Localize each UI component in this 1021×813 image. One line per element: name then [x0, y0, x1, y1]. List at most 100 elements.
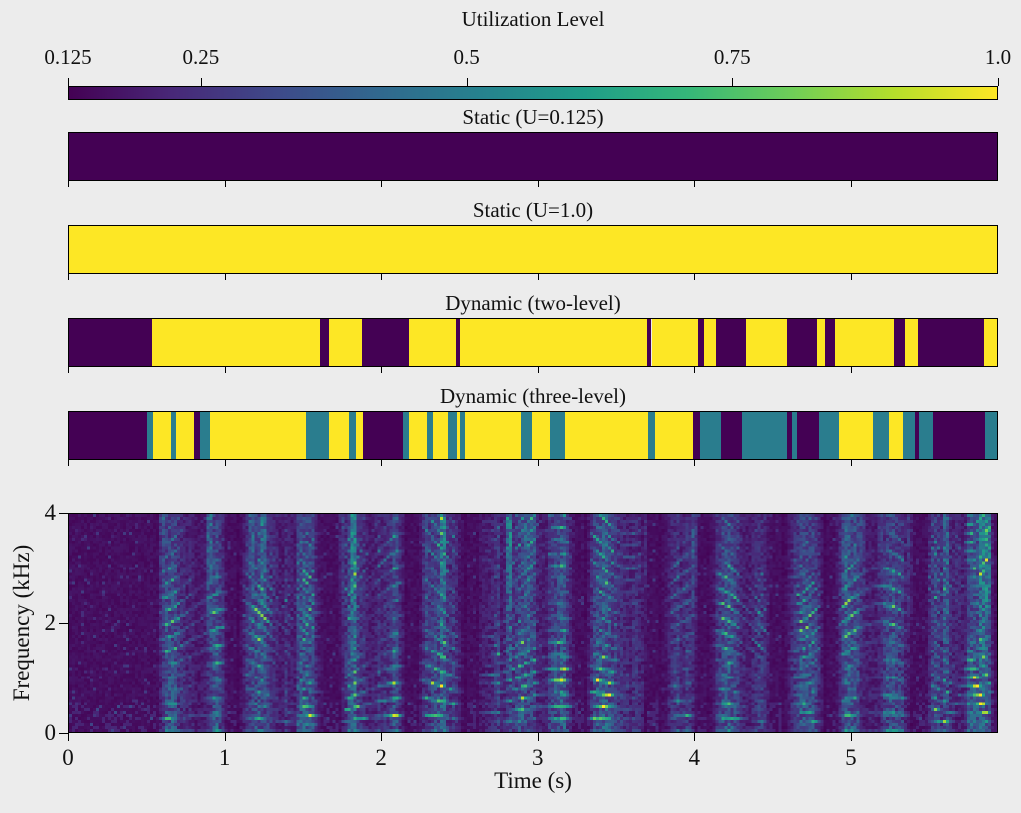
utilization-bar [68, 318, 998, 367]
bar-segment-mid [903, 412, 915, 459]
bar-segment-low [362, 412, 403, 459]
time-tick-mark [850, 460, 852, 466]
time-tick-mark [224, 181, 226, 187]
x-tick-mark [68, 733, 69, 741]
time-tick-mark [381, 181, 383, 187]
time-tick-mark [68, 367, 69, 373]
colorbar-tick-mark [200, 78, 202, 86]
utilization-bar [68, 225, 998, 274]
bar-segment-low [787, 412, 793, 459]
bar-segment-high [152, 319, 320, 366]
time-tick-mark [694, 181, 696, 187]
x-tick-mark [537, 733, 539, 741]
colorbar-tick-label: 0.5 [453, 45, 480, 69]
bar-segment-high [356, 412, 363, 459]
bar-segment-high [839, 412, 874, 459]
x-tick-label: 3 [531, 745, 544, 770]
bar-segment-high [329, 319, 362, 366]
bar-segment-mid [448, 412, 457, 459]
bar-segment-high [459, 319, 647, 366]
bar-segment-mid [170, 412, 177, 459]
x-tick-label: 2 [375, 745, 387, 770]
time-tick-mark [694, 274, 696, 280]
bar-segment-high [655, 412, 693, 459]
time-tick-mark [224, 460, 226, 466]
x-tick-label: 0 [62, 745, 74, 770]
bar-segment-low [69, 133, 997, 180]
colorbar-gradient [68, 86, 998, 100]
panel-title: Dynamic (two-level) [445, 291, 621, 315]
y-tick-label: 2 [44, 610, 57, 635]
bar-segment-high [153, 412, 171, 459]
colorbar-tick-label: 1.0 [984, 45, 1012, 69]
colorbar-tick-label: 0.125 [44, 45, 92, 69]
bar-segment-high [746, 319, 788, 366]
x-tick-mark [224, 733, 226, 741]
y-tick-label: 4 [44, 500, 57, 525]
time-tick-mark [68, 274, 69, 280]
bar-segment-mid [459, 412, 465, 459]
bar-segment-high [817, 319, 825, 366]
colorbar-tick-label: 0.75 [713, 45, 751, 69]
bar-segment-mid [741, 412, 788, 459]
time-tick-mark [68, 460, 69, 466]
bar-segment-high [409, 319, 456, 366]
x-tick-label: 5 [845, 745, 857, 770]
colorbar-title: Utilization Level [461, 7, 605, 31]
time-tick-mark [224, 274, 226, 280]
bar-segment-high [464, 412, 522, 459]
x-tick-label: 1 [218, 745, 231, 770]
bar-segment-high [888, 412, 904, 459]
bar-segment-mid [306, 412, 330, 459]
bar-segment-low [716, 319, 747, 366]
bar-segment-high [329, 412, 350, 459]
bar-segment-mid [550, 412, 565, 459]
bar-segment-mid [984, 412, 997, 459]
bar-segment-low [932, 412, 985, 459]
x-axis-label: Time (s) [494, 768, 572, 793]
bar-segment-mid [918, 412, 933, 459]
bar-segment-mid [199, 412, 210, 459]
colorbar-tick-label: 0.25 [182, 45, 220, 69]
time-tick-mark [537, 367, 539, 373]
y-tick-mark [59, 623, 68, 624]
utilization-bar [68, 411, 998, 460]
time-tick-mark [224, 367, 226, 373]
time-tick-mark [381, 274, 383, 280]
time-tick-mark [694, 367, 696, 373]
bar-segment-high [176, 412, 194, 459]
colorbar-tick-mark [466, 78, 468, 86]
bar-segment-high [834, 319, 895, 366]
bar-segment-high [984, 319, 997, 366]
bar-segment-high [209, 412, 307, 459]
bar-segment-low [914, 412, 919, 459]
bar-segment-low [646, 319, 652, 366]
bar-segment-mid [819, 412, 840, 459]
bar-segment-low [319, 319, 330, 366]
time-tick-mark [850, 181, 852, 187]
bar-segment-high [409, 412, 427, 459]
bar-segment-high [564, 412, 648, 459]
colorbar-tick-mark [998, 78, 999, 86]
time-tick-mark [850, 274, 852, 280]
time-tick-mark [694, 460, 696, 466]
bar-segment-low [69, 412, 148, 459]
y-tick-mark [59, 513, 68, 514]
panel-title: Static (U=1.0) [472, 198, 594, 222]
utilization-bar [68, 132, 998, 181]
time-tick-mark [537, 460, 539, 466]
bar-segment-low [721, 412, 742, 459]
panel-title: Static (U=0.125) [462, 105, 604, 129]
bar-segment-mid [700, 412, 721, 459]
y-axis-label: Frequency (kHz) [9, 544, 34, 702]
spectrogram-axes [68, 513, 998, 733]
bar-segment-low [193, 412, 200, 459]
x-tick-mark [694, 733, 696, 741]
bar-segment-low [824, 319, 835, 366]
time-tick-mark [381, 367, 383, 373]
time-tick-mark [537, 181, 539, 187]
time-tick-mark [381, 460, 383, 466]
y-tick-mark [59, 733, 68, 734]
time-tick-mark [537, 274, 539, 280]
